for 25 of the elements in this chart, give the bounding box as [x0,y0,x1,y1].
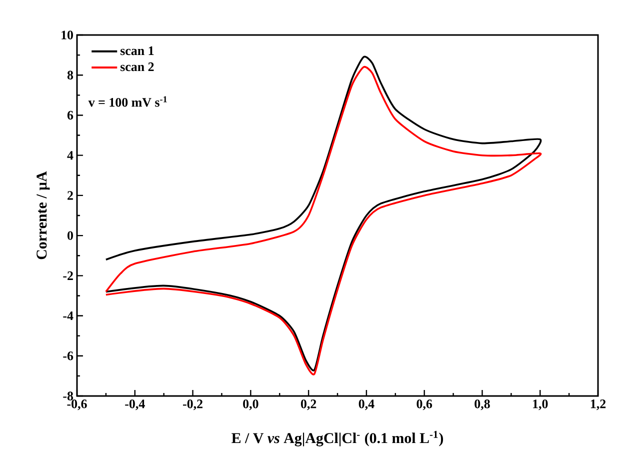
y-tick-label: -6 [63,352,74,360]
x-tick-label: 0,0 [243,400,258,410]
x-tick-label: 1,2 [590,400,606,410]
y-tick-label: 4 [67,151,74,160]
x-tick-label: 1,0 [533,400,548,410]
y-tick-label: 6 [67,110,74,120]
y-tick-label: 0 [68,231,73,240]
annotation: v = 100 mV s$^{-1}$ [88,96,167,107]
x-axis-title: E / V vs Ag|AgCl|Cl$^{-}$ (0.1 mol L$^{-1}$) [232,430,444,446]
y-tick-label: 2 [68,191,73,200]
legend-label: scan 2 [120,62,154,72]
legend-label: scan 1 [120,46,154,56]
x-tick-label: 0,4 [358,400,374,410]
x-tick-label: -0,4 [125,400,145,410]
x-tick-label: -0,2 [182,400,202,410]
x-tick-label: 0,6 [416,400,432,410]
y-tick-label: 8 [67,70,74,80]
x-tick-label: 0,2 [300,400,316,410]
y-tick-label: 10 [62,30,73,40]
y-tick-label: -2 [63,271,73,280]
x-tick-label: 0,8 [474,400,490,410]
y-tick-label: -4 [63,312,74,320]
x-tick-label: -0,6 [67,400,87,410]
y-axis-title: Corrente / µA [36,171,50,260]
y-tick-label: -8 [63,392,74,400]
